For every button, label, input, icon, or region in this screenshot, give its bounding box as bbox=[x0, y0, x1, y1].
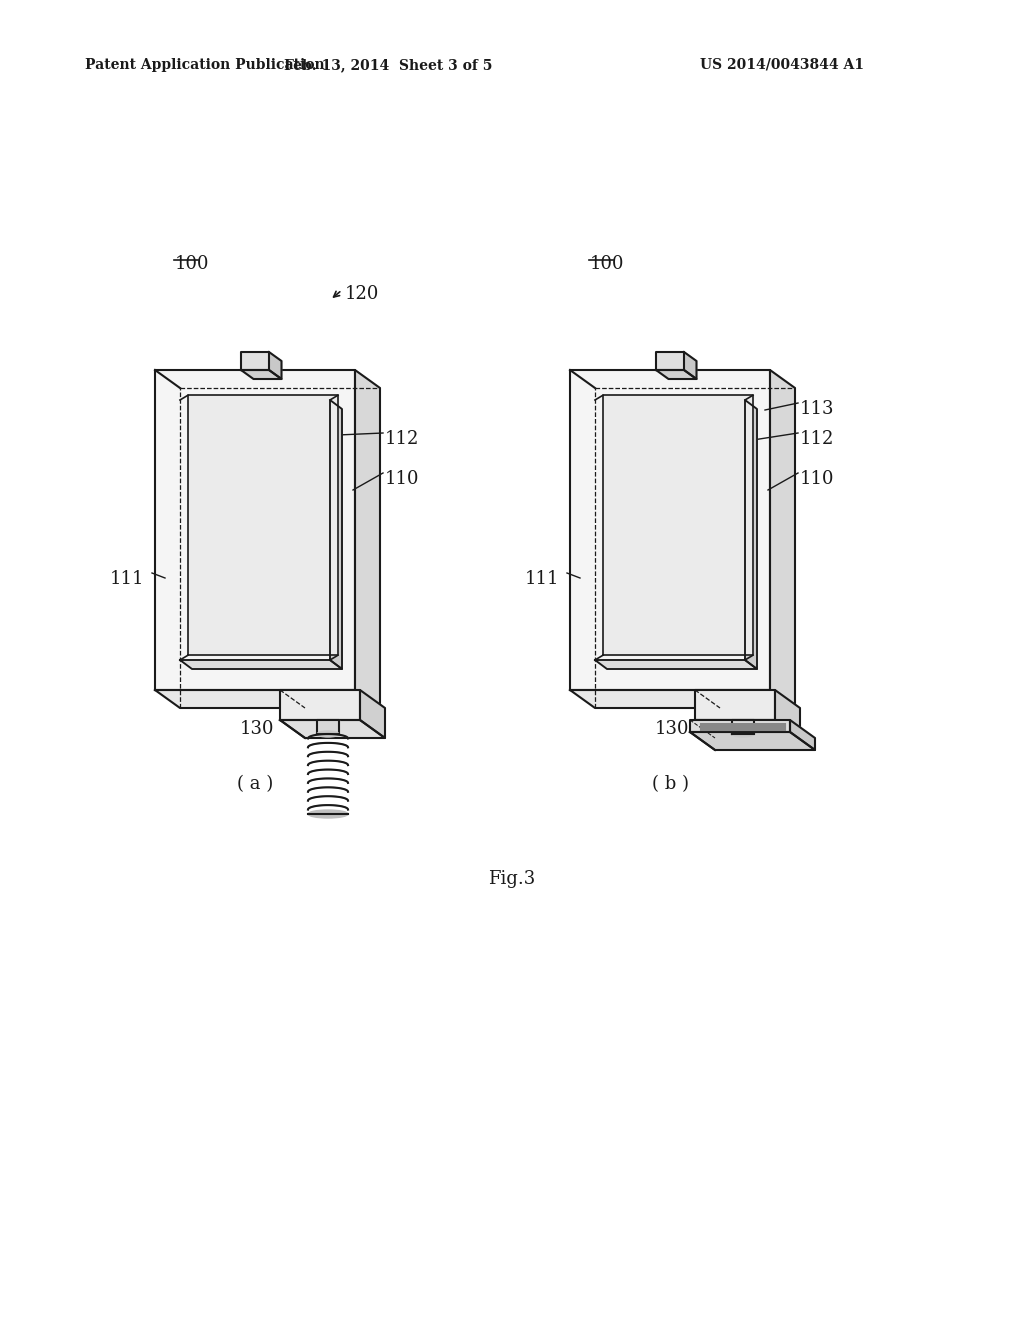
Polygon shape bbox=[241, 370, 282, 379]
Polygon shape bbox=[241, 352, 269, 370]
Polygon shape bbox=[570, 370, 770, 690]
Text: 111: 111 bbox=[110, 570, 144, 587]
Polygon shape bbox=[770, 370, 795, 708]
Polygon shape bbox=[317, 719, 339, 734]
Polygon shape bbox=[603, 395, 753, 655]
Text: 130: 130 bbox=[240, 719, 274, 738]
Text: 100: 100 bbox=[175, 255, 210, 273]
Text: 112: 112 bbox=[385, 430, 420, 447]
Polygon shape bbox=[360, 690, 385, 738]
Polygon shape bbox=[188, 395, 338, 655]
Polygon shape bbox=[355, 370, 380, 708]
Polygon shape bbox=[695, 690, 775, 719]
Text: Feb. 13, 2014  Sheet 3 of 5: Feb. 13, 2014 Sheet 3 of 5 bbox=[284, 58, 493, 73]
Ellipse shape bbox=[308, 810, 348, 818]
Polygon shape bbox=[269, 352, 282, 379]
Polygon shape bbox=[695, 719, 800, 738]
Text: Patent Application Publication: Patent Application Publication bbox=[85, 58, 325, 73]
Ellipse shape bbox=[317, 731, 339, 737]
Polygon shape bbox=[180, 660, 342, 669]
Polygon shape bbox=[775, 690, 800, 738]
Text: 100: 100 bbox=[590, 255, 625, 273]
Polygon shape bbox=[280, 690, 360, 719]
Text: 130: 130 bbox=[655, 719, 689, 738]
Text: 120: 120 bbox=[345, 285, 379, 304]
Polygon shape bbox=[330, 400, 342, 669]
Polygon shape bbox=[690, 719, 790, 733]
Text: 110: 110 bbox=[800, 470, 835, 488]
Polygon shape bbox=[155, 370, 355, 690]
Text: ( b ): ( b ) bbox=[651, 775, 688, 793]
Polygon shape bbox=[690, 733, 815, 750]
Text: 111: 111 bbox=[525, 570, 559, 587]
Text: Fig.3: Fig.3 bbox=[488, 870, 536, 888]
Ellipse shape bbox=[732, 731, 754, 737]
Polygon shape bbox=[684, 352, 696, 379]
Polygon shape bbox=[155, 690, 380, 708]
Polygon shape bbox=[280, 719, 385, 738]
Text: US 2014/0043844 A1: US 2014/0043844 A1 bbox=[700, 58, 864, 73]
Text: 112: 112 bbox=[800, 430, 835, 447]
Polygon shape bbox=[570, 690, 795, 708]
Text: 110: 110 bbox=[385, 470, 420, 488]
Text: 113: 113 bbox=[800, 400, 835, 418]
Polygon shape bbox=[790, 719, 815, 750]
Polygon shape bbox=[595, 660, 757, 669]
Text: ( a ): ( a ) bbox=[237, 775, 273, 793]
Polygon shape bbox=[656, 370, 696, 379]
Polygon shape bbox=[656, 352, 684, 370]
Polygon shape bbox=[745, 400, 757, 669]
Polygon shape bbox=[732, 719, 754, 734]
